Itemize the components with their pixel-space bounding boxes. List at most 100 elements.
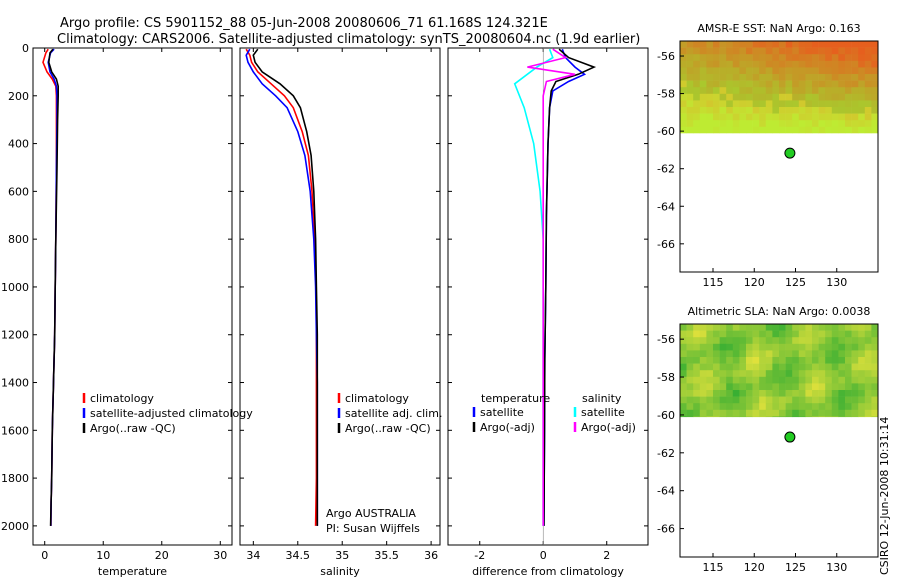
heatmap-cell [686,41,694,48]
heatmap-cell [818,67,826,75]
heatmap-cell [871,403,879,411]
heatmap-cell [838,409,846,417]
heatmap-cell [752,363,760,371]
heatmap-cell [812,383,819,391]
x-tick-label: 0 [41,549,48,562]
heatmap-cell [845,409,852,417]
heatmap-cell [713,324,720,331]
heatmap-cell [686,93,694,101]
legend-label: climatology [90,392,154,405]
heatmap-cell [779,93,786,101]
heatmap-cell [838,416,846,418]
heatmap-cell [831,67,839,75]
heatmap-cell [759,120,767,128]
heatmap-cell [719,93,727,101]
heatmap-cell [831,47,839,55]
heatmap-cell [851,41,859,48]
heatmap-cell [785,113,793,121]
heatmap-cell [713,67,720,75]
heatmap-cell [779,416,786,418]
heatmap-cell [699,403,707,411]
heatmap-cell [719,416,727,418]
heatmap-cell [792,416,800,418]
panel-amsre_sst: AMSR-E SST: NaN Argo: 0.163 115 120 125 130 -… [657,22,879,289]
heatmap-cell [851,416,859,418]
heatmap-cell [825,107,833,114]
heatmap-cell [798,107,806,114]
heatmap-cell [825,74,833,81]
heatmap-cell [706,350,714,358]
heatmap-cell [845,343,852,351]
heatmap-cell [825,67,833,75]
heatmap-cell [699,396,707,404]
x-axis-label: salinity [320,565,360,578]
heatmap-cell [818,396,826,404]
x-tick-label: 115 [703,276,724,289]
heatmap-cell [779,74,786,81]
heatmap-cell [851,107,859,114]
heatmap-cell [864,324,872,331]
heatmap-cell [680,126,687,134]
legend-label: Argo(-adj) [581,421,636,434]
heatmap-cell [719,330,727,338]
heatmap-cell [818,376,826,384]
heatmap-cell [706,113,714,121]
heatmap-cell [831,120,839,128]
heatmap-cell [772,74,780,81]
heatmap-cell [779,60,786,68]
heatmap-cell [818,80,826,88]
heatmap-cell [798,324,806,331]
heatmap-cell [871,383,879,391]
heatmap-cell [864,80,872,88]
heatmap-cell [831,324,839,331]
heatmap-cell [693,390,701,397]
heatmap-cell [726,100,734,108]
heatmap-cell [805,343,813,351]
heatmap-cell [739,126,747,134]
heatmap-cell [765,343,773,351]
heatmap-cell [845,107,852,114]
heatmap-cell [858,409,866,417]
heatmap-cell [746,330,753,338]
y-tick-label: 0 [22,42,29,55]
heatmap-cell [746,370,753,378]
heatmap-cell [818,343,826,351]
heatmap-cell [864,74,872,81]
heatmap-cell [719,324,727,331]
heatmap-cell [713,416,720,418]
heatmap-cell [851,370,859,378]
heatmap-cell [805,416,813,418]
heatmap-cell [726,324,734,331]
heatmap-cell [759,383,767,391]
heatmap-cell [858,93,866,101]
heatmap-cell [871,67,879,75]
heatmap-cell [746,47,753,55]
heatmap-cell [746,390,753,397]
heatmap-cell [706,107,714,114]
heatmap-cell [779,330,786,338]
x-tick-label: 115 [703,561,724,574]
heatmap-cell [680,107,687,114]
heatmap-cell [732,403,740,411]
heatmap-cell [686,60,694,68]
heatmap-cell [765,324,773,331]
heatmap-cell [871,93,879,101]
heatmap-cell [805,107,813,114]
heatmap-cell [831,74,839,81]
heatmap-cell [851,54,859,62]
heatmap-cell [719,383,727,391]
heatmap-cell [746,126,753,134]
heatmap-cell [732,370,740,378]
heatmap-cell [693,74,701,81]
x-tick-label: 34 [246,549,260,562]
heatmap-cell [831,390,839,397]
heatmap-cell [713,409,720,417]
heatmap-cell [798,370,806,378]
heatmap-cell [812,100,819,108]
heatmap-cell [732,383,740,391]
heatmap-cell [693,80,701,88]
heatmap-cell [779,390,786,397]
heatmap-cell [765,87,773,95]
heatmap-cell [772,330,780,338]
heatmap-cell [785,100,793,108]
